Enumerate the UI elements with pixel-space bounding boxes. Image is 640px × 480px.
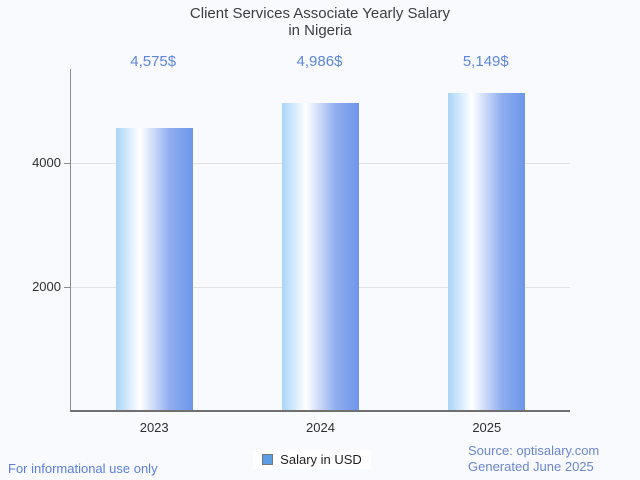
bar-value-label: 4,986$	[296, 53, 343, 70]
x-axis-label: 2024	[306, 420, 335, 435]
source-block: Source: optisalary.com Generated June 20…	[468, 443, 599, 475]
x-axis-label: 2025	[472, 420, 502, 435]
chart-title-line1: Client Services Associate Yearly Salary	[189, 5, 451, 22]
legend-marker-icon	[262, 454, 274, 465]
plot-area: 2000 4000 2023 2024 2025	[32, 69, 570, 435]
y-axis-tick-label: 2000	[32, 278, 61, 294]
y-axis-tick-label: 4000	[32, 155, 61, 171]
bar-2023[interactable]	[115, 127, 193, 410]
x-axis-label: 2023	[139, 420, 169, 435]
bar-2025[interactable]	[448, 92, 526, 410]
chart-title: Client Services Associate Yearly Salary …	[0, 5, 640, 39]
legend-label: Salary in USD	[280, 452, 362, 467]
bar-2024[interactable]	[282, 102, 359, 410]
chart-title-line2: in Nigeria	[288, 22, 352, 39]
bar-value-label: 5,149$	[462, 53, 509, 70]
source-text: Source: optisalary.com	[468, 443, 600, 458]
y-axis-tick	[64, 163, 71, 165]
disclaimer-text: For informational use only	[8, 461, 158, 476]
legend-item: Salary in USD	[253, 450, 371, 469]
generated-text: Generated June 2025	[468, 459, 594, 474]
bar-value-label: 4,575$	[130, 53, 177, 70]
y-axis-tick	[64, 286, 71, 288]
legend: Salary in USD	[0, 450, 640, 469]
